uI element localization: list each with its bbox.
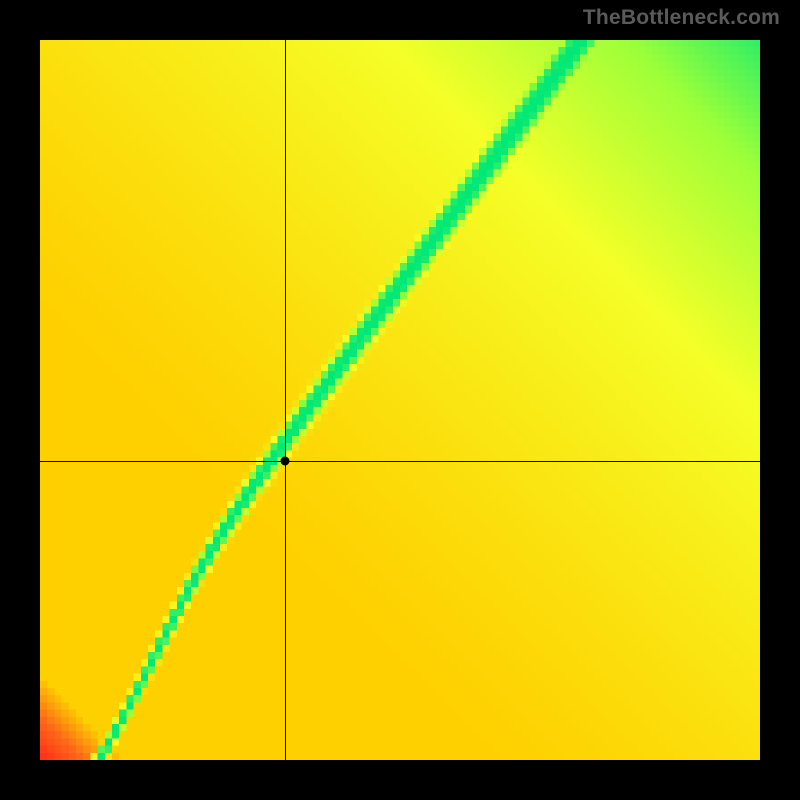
- bottleneck-heatmap: [40, 40, 760, 760]
- attribution-watermark: TheBottleneck.com: [583, 6, 780, 30]
- plot-area: [40, 40, 760, 760]
- marker-dot: [280, 457, 289, 466]
- crosshair-vertical: [285, 40, 286, 760]
- crosshair-horizontal: [40, 461, 760, 462]
